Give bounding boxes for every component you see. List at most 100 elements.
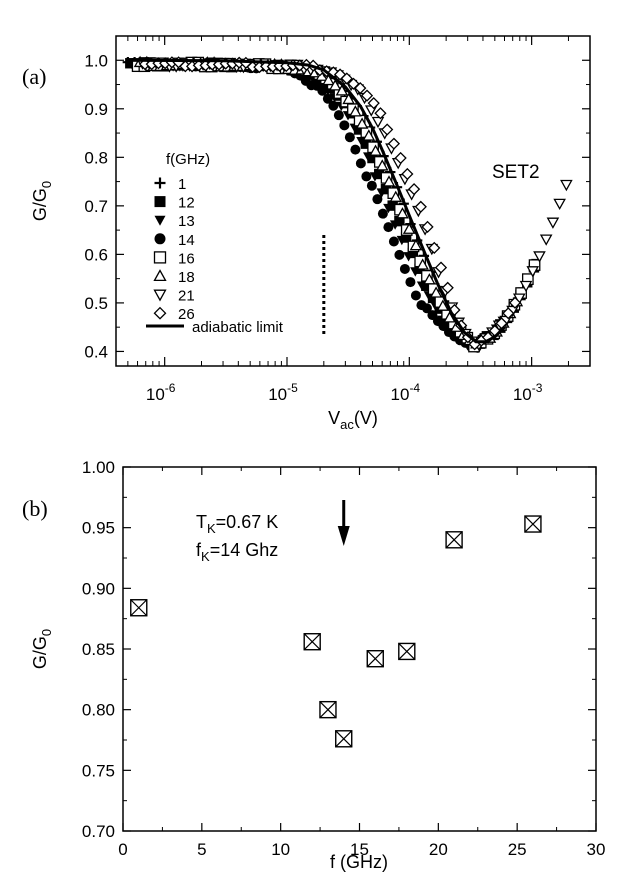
data-point <box>402 222 416 234</box>
marker-cross <box>130 599 148 617</box>
data-point <box>328 100 339 111</box>
legend-adiabatic-label: adiabatic limit <box>192 319 284 336</box>
panel-a-frame <box>115 35 591 367</box>
data-point <box>319 700 337 719</box>
data-point <box>317 85 328 96</box>
x-tick-label: 10-5 <box>268 381 298 404</box>
data-point <box>526 266 540 278</box>
legend-label-13: 13 <box>178 213 195 230</box>
legend-label-14: 14 <box>178 232 195 249</box>
data-point <box>369 172 381 182</box>
data-point <box>369 144 382 156</box>
y-tick-label: 1.0 <box>84 51 108 70</box>
data-point <box>508 296 522 309</box>
data-point <box>130 599 148 617</box>
y-tick-label: 0.85 <box>82 640 115 659</box>
y-tick-label: 0.4 <box>84 342 108 361</box>
data-point <box>396 235 408 246</box>
legend-marker-21 <box>153 289 167 302</box>
data-point <box>399 263 410 274</box>
data-point <box>387 137 401 150</box>
data-point <box>553 198 566 211</box>
marker-cross <box>398 643 416 660</box>
data-point <box>376 188 387 198</box>
annotation-tk: TK=0.67 K <box>196 512 278 536</box>
data-point <box>361 171 372 182</box>
data-point <box>403 252 414 262</box>
data-point <box>366 180 377 191</box>
data-point <box>367 97 380 110</box>
data-point <box>461 331 475 344</box>
data-point <box>375 159 389 171</box>
data-point <box>367 152 378 164</box>
data-point <box>335 730 353 748</box>
legend-label-12: 12 <box>178 195 195 212</box>
data-point <box>407 182 421 196</box>
y-tick-label: 0.75 <box>82 761 115 780</box>
y-tick-label: 0.6 <box>84 245 108 264</box>
x-tick-label: 30 <box>587 840 606 859</box>
marker-cross <box>524 515 542 533</box>
legend-marker-26 <box>153 306 167 320</box>
data-point <box>333 110 344 121</box>
legend-label-18: 18 <box>178 269 195 286</box>
y-tick-label: 0.70 <box>82 822 115 841</box>
data-point <box>389 190 403 202</box>
data-point <box>349 105 362 117</box>
data-point <box>421 220 434 234</box>
marker-cross <box>335 730 353 748</box>
legend-marker-14 <box>154 233 166 245</box>
data-point <box>421 280 432 291</box>
panel-b-xlabel: f (GHz) <box>330 852 388 872</box>
data-point <box>436 299 450 311</box>
data-point <box>560 179 573 192</box>
data-point <box>421 303 432 314</box>
y-tick-label: 0.9 <box>84 100 108 119</box>
data-point <box>423 273 436 285</box>
data-point <box>519 280 533 293</box>
data-point <box>416 258 429 270</box>
legend-marker-16 <box>153 251 167 264</box>
data-point <box>524 515 542 533</box>
data-point <box>372 194 383 205</box>
data-point <box>335 84 349 96</box>
x-tick-label: 25 <box>508 840 527 859</box>
data-point <box>389 220 401 230</box>
data-point <box>377 208 388 219</box>
legend-label-26: 26 <box>178 306 195 323</box>
data-point <box>344 132 355 143</box>
series-21 <box>136 57 573 352</box>
panel-a: (a) 0.4 0.5 0.6 0.7 0.8 0.9 1.0 10-6 10-5 10-4 10-… <box>22 35 591 432</box>
data-point <box>347 77 360 90</box>
data-point <box>388 236 399 247</box>
y-tick-label: 0.90 <box>82 579 115 598</box>
data-point <box>362 129 376 141</box>
data-point <box>371 116 385 129</box>
data-point <box>360 138 371 149</box>
data-point <box>445 531 463 549</box>
adiabatic-limit-line <box>127 58 506 344</box>
legend-label-21: 21 <box>178 288 195 305</box>
panel-b-data <box>130 515 542 748</box>
x-tick-label: 20 <box>429 840 448 859</box>
marker-cross <box>303 633 321 651</box>
data-point <box>340 72 353 85</box>
data-point <box>405 277 416 288</box>
x-tick-label: 5 <box>197 840 206 859</box>
series-26 <box>138 56 522 351</box>
marker-cross <box>319 701 337 719</box>
data-point <box>387 200 398 211</box>
x-tick-label: 10-4 <box>391 381 421 404</box>
y-tick-label: 0.8 <box>84 148 108 167</box>
annotation-fk: fK=14 Ghz <box>196 540 278 564</box>
data-point <box>322 73 335 86</box>
data-point <box>414 200 427 213</box>
marker-cross <box>445 531 463 549</box>
legend-label-16: 16 <box>178 250 195 267</box>
data-point <box>355 117 369 129</box>
y-tick-label: 0.95 <box>82 519 115 538</box>
data-point <box>350 144 361 155</box>
data-point <box>539 234 553 246</box>
